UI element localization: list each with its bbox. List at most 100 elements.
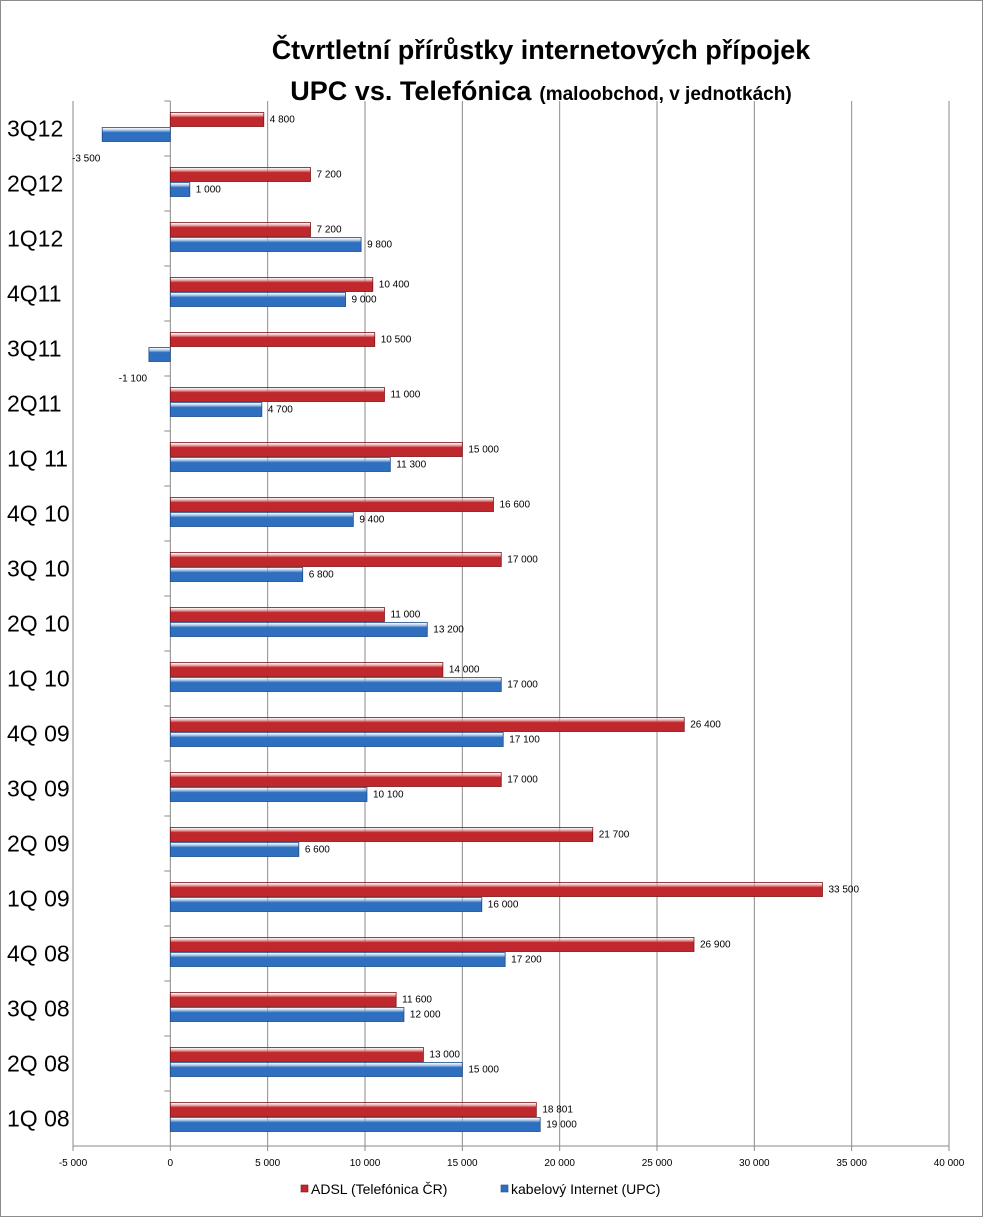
data-label-adsl: 26 900 — [700, 940, 731, 951]
legend-swatch-adsl — [300, 1184, 309, 1193]
data-label-upc: 16 000 — [488, 900, 519, 911]
data-label-adsl: 18 801 — [542, 1105, 573, 1116]
data-label-upc: 6 800 — [309, 570, 334, 581]
bar-upc — [148, 347, 171, 362]
legend-label-upc: kabelový Internet (UPC) — [511, 1181, 660, 1197]
category-label: 3Q 08 — [7, 996, 70, 1022]
data-label-adsl: 11 600 — [402, 995, 432, 1006]
axes: -5 000 0 5 000 10 000 15 000 20 000 25 000 30 0… — [7, 100, 965, 1169]
bar-upc — [169, 787, 368, 802]
legend-label-adsl: ADSL (Telefónica ČR) — [311, 1181, 447, 1197]
bar-upc — [169, 292, 346, 307]
data-label-upc: -3 500 — [72, 154, 101, 165]
data-label-adsl: 10 400 — [379, 280, 410, 291]
bar-adsl — [169, 167, 311, 182]
data-label-upc: 9 400 — [359, 515, 384, 526]
category-label: 1Q 08 — [7, 1106, 70, 1132]
category-label: 2Q 08 — [7, 1051, 70, 1077]
data-label-upc: 17 200 — [511, 955, 542, 966]
category-label: 4Q11 — [7, 281, 62, 307]
bar-upc — [169, 1007, 405, 1022]
x-tick-label: 15 000 — [447, 1158, 478, 1169]
bar-adsl — [169, 112, 265, 127]
bar-adsl — [169, 332, 376, 347]
legend: ADSL (Telefónica ČR) kabelový Internet (U… — [300, 1181, 660, 1197]
data-label-upc: 9 000 — [352, 295, 377, 306]
x-tick-label: 5 000 — [255, 1158, 280, 1169]
data-label-adsl: 17 000 — [507, 555, 538, 566]
data-label-adsl: 13 000 — [429, 1050, 460, 1061]
data-label-upc: 19 000 — [546, 1120, 577, 1131]
bar-adsl — [169, 442, 463, 457]
bar-adsl — [169, 387, 385, 402]
bar-adsl — [169, 222, 311, 237]
data-label-adsl: 26 400 — [690, 720, 721, 731]
bars — [101, 112, 823, 1132]
x-tick-label: 30 000 — [739, 1158, 770, 1169]
data-label-adsl: 16 600 — [499, 500, 530, 511]
bar-upc — [169, 567, 304, 582]
bar-upc — [169, 512, 354, 527]
chart-subtitle: UPC vs. Telefónica (maloobchod, v jednotk… — [290, 76, 791, 106]
data-label-upc: -1 100 — [119, 374, 148, 385]
data-label-adsl: 7 200 — [316, 170, 341, 181]
x-tick-label: 35 000 — [836, 1158, 867, 1169]
data-label-adsl: 33 500 — [828, 885, 859, 896]
bar-adsl — [169, 937, 695, 952]
x-tick-label: 40 000 — [934, 1158, 965, 1169]
chart-title: Čtvrtletní přírůstky internetových přípo… — [272, 34, 812, 65]
x-tick-label: 20 000 — [544, 1158, 575, 1169]
data-label-upc: 11 300 — [396, 460, 426, 471]
data-label-upc: 17 100 — [509, 735, 540, 746]
bar-adsl — [169, 772, 502, 787]
bar-upc — [169, 457, 391, 472]
data-label-adsl: 11 000 — [390, 390, 420, 401]
bar-adsl — [169, 552, 502, 567]
bar-adsl — [169, 1047, 424, 1062]
data-label-adsl: 4 800 — [270, 115, 295, 126]
data-label-adsl: 21 700 — [599, 830, 630, 841]
category-label: 3Q12 — [7, 116, 63, 142]
bar-adsl — [169, 607, 385, 622]
bar-upc — [169, 677, 502, 692]
bar-upc — [169, 897, 483, 912]
category-label: 2Q12 — [7, 171, 63, 197]
category-label: 4Q 09 — [7, 721, 70, 747]
data-label-adsl: 10 500 — [381, 335, 412, 346]
bar-adsl — [169, 1102, 537, 1117]
data-label-upc: 13 200 — [433, 625, 464, 636]
bar-upc — [169, 952, 506, 967]
data-label-adsl: 14 000 — [449, 665, 480, 676]
bar-adsl — [169, 882, 823, 897]
category-label: 1Q 10 — [7, 666, 70, 692]
category-label: 3Q11 — [7, 336, 62, 362]
bar-upc — [169, 1117, 541, 1132]
x-tick-label: 10 000 — [350, 1158, 381, 1169]
category-label: 3Q 09 — [7, 776, 70, 802]
category-label: 2Q11 — [7, 391, 62, 417]
bar-upc — [169, 622, 428, 637]
data-label-upc: 4 700 — [268, 405, 293, 416]
data-label-upc: 6 600 — [305, 845, 330, 856]
data-label-upc: 17 000 — [507, 680, 538, 691]
bar-upc — [169, 732, 504, 747]
data-label-adsl: 7 200 — [316, 225, 341, 236]
category-label: 1Q12 — [7, 226, 63, 252]
bar-upc — [101, 127, 171, 142]
chart-subtitle-small: (maloobchod, v jednotkách) — [539, 84, 791, 105]
bar-adsl — [169, 662, 444, 677]
bar-adsl — [169, 992, 397, 1007]
x-tick-label: 25 000 — [642, 1158, 673, 1169]
category-label: 3Q 10 — [7, 556, 70, 582]
bar-upc — [169, 402, 263, 417]
chart-subtitle-main: UPC vs. Telefónica — [290, 76, 532, 106]
category-label: 1Q 11 — [7, 446, 68, 472]
data-label-adsl: 11 000 — [390, 610, 420, 621]
category-label: 2Q 10 — [7, 611, 70, 637]
data-label-upc: 15 000 — [468, 1065, 499, 1076]
category-label: 4Q 10 — [7, 501, 70, 527]
bar-upc — [169, 182, 191, 197]
